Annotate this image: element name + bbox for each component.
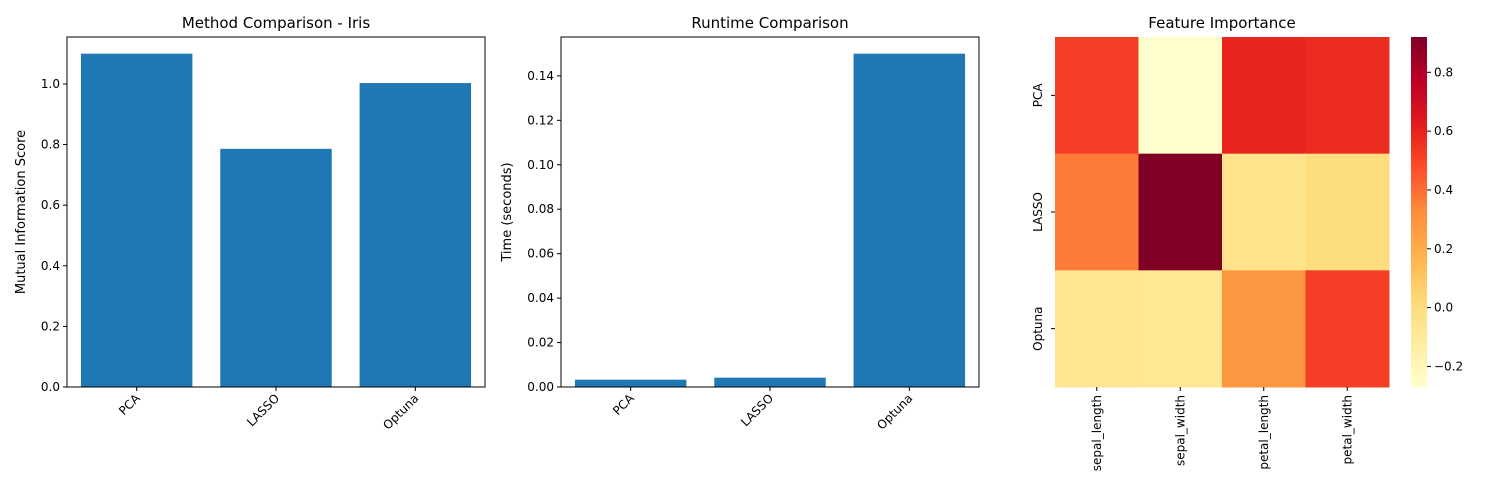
ytick-label: 0.14 <box>527 69 554 83</box>
ytick-label: 0.2 <box>41 319 60 333</box>
heatmap-cell-optuna-sepal_width <box>1138 270 1223 388</box>
bar-optuna <box>359 83 472 387</box>
heatmap-cell-pca-petal_length <box>1222 37 1306 155</box>
colorbar-tick-label: 0.8 <box>1434 65 1453 79</box>
chart1-yaxis: 0.0 0.2 0.4 0.6 0.8 1.0 <box>41 77 67 394</box>
ytick-label: 0.6 <box>41 198 60 212</box>
column-label: petal_length <box>1257 395 1271 470</box>
heatmap-cell-lasso-sepal_length <box>1055 153 1139 271</box>
chart1-title: Method Comparison - Iris <box>182 14 371 32</box>
ytick-label: 0.8 <box>41 138 60 152</box>
ytick-label: 0.00 <box>527 380 554 394</box>
heatmap-cell-optuna-sepal_length <box>1055 270 1139 388</box>
row-label: Optuna <box>1031 306 1045 350</box>
ytick-label: 0.08 <box>527 202 554 216</box>
heatmap-row-labels: PCA LASSO Optuna <box>1031 83 1055 351</box>
heatmap-cell-pca-petal_width <box>1305 37 1390 155</box>
colorbar-tick-label: −0.2 <box>1434 359 1463 373</box>
chart2-bars <box>574 53 966 388</box>
heatmap-cell-pca-sepal_length <box>1055 37 1139 155</box>
colorbar-tick-label: 0.2 <box>1434 242 1453 256</box>
chart1-bars <box>80 53 472 388</box>
chart2-yaxis: 0.00 0.02 0.04 0.06 0.08 0.10 0.12 0.14 <box>527 69 561 394</box>
column-label: petal_width <box>1340 395 1354 464</box>
bar-lasso <box>714 377 826 387</box>
ytick-label: 0.06 <box>527 247 554 261</box>
colorbar-tick-label: 0.6 <box>1434 124 1453 138</box>
ytick-label: 1.0 <box>41 77 60 91</box>
ytick-label: 0.0 <box>41 380 60 394</box>
colorbar <box>1411 37 1427 387</box>
bar-pca <box>574 379 687 387</box>
chart2-title: Runtime Comparison <box>691 14 848 32</box>
column-label: sepal_width <box>1173 395 1187 466</box>
colorbar-axis: −0.2 0.0 0.2 0.4 0.6 0.8 <box>1427 65 1463 373</box>
heatmap-column-labels: sepal_length sepal_width petal_length petal… <box>1090 387 1354 471</box>
chart2-ylabel: Time (seconds) <box>500 162 515 262</box>
colorbar-tick-label: 0.0 <box>1434 301 1453 315</box>
chart1-ylabel: Mutual Information Score <box>14 130 29 294</box>
chart2-plot-frame <box>560 36 980 388</box>
heatmap-cell-lasso-petal_length <box>1222 153 1306 271</box>
bar-lasso <box>220 148 332 387</box>
bar-pca <box>80 53 193 388</box>
row-label: LASSO <box>1031 192 1045 232</box>
chart1-plot-frame <box>66 36 486 388</box>
ytick-label: 0.02 <box>527 336 554 350</box>
chart3-title: Feature Importance <box>1148 14 1295 32</box>
bar-optuna <box>853 53 966 388</box>
ytick-label: 0.12 <box>527 113 554 127</box>
heatmap-cell-lasso-petal_width <box>1305 153 1390 271</box>
heatmap-cell-optuna-petal_length <box>1222 270 1306 388</box>
panel-runtime-comparison: Runtime Comparison Time (seconds) 0.000.… <box>500 14 980 432</box>
ytick-label: 0.04 <box>527 291 554 305</box>
ytick-label: 0.4 <box>41 259 60 273</box>
row-label: PCA <box>1031 83 1045 108</box>
heatmap-cell-lasso-sepal_width <box>1138 153 1223 271</box>
ytick-label: 0.10 <box>527 158 554 172</box>
colorbar-tick-label: 0.4 <box>1434 183 1453 197</box>
heatmap-cell-pca-sepal_width <box>1138 37 1223 155</box>
panel-feature-importance: Feature Importance PCA LASSO Optuna sepal_… <box>1031 14 1463 471</box>
heatmap-cell-optuna-petal_width <box>1305 270 1390 388</box>
heatmap-cells <box>1055 37 1390 388</box>
column-label: sepal_length <box>1090 395 1104 471</box>
